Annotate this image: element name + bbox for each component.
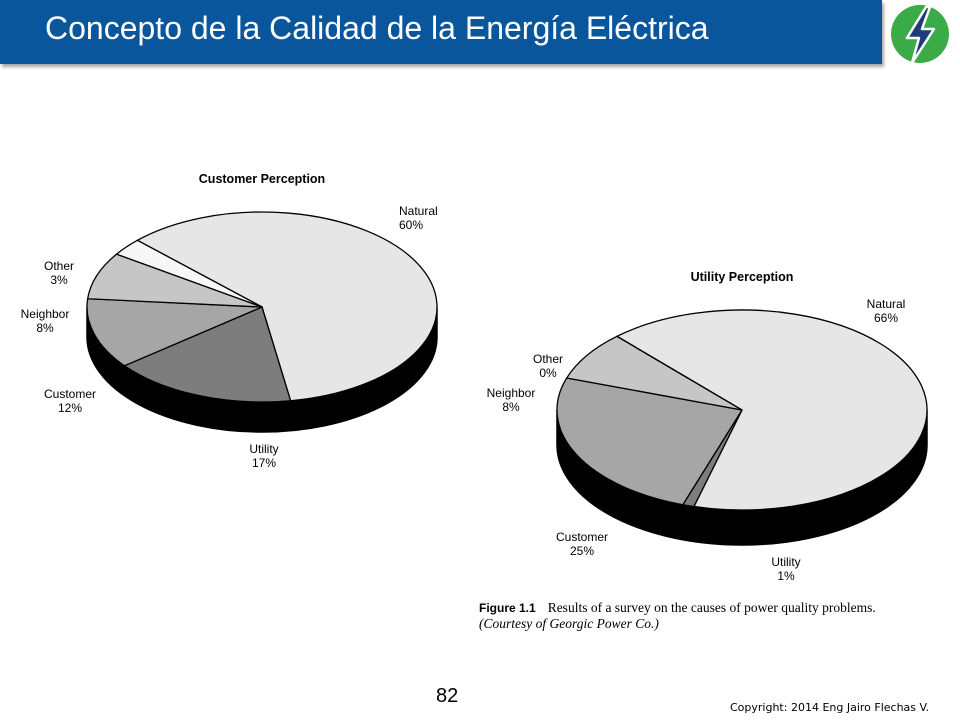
slice-label-natural: Natural xyxy=(867,297,906,311)
slice-value-customer: 25% xyxy=(570,544,594,558)
slice-label-customer: Customer xyxy=(556,530,608,544)
figure-courtesy: (Courtesy of Georgic Power Co.) xyxy=(479,616,659,631)
slice-value-utility: 1% xyxy=(777,569,795,583)
slice-label-utility: Utility xyxy=(249,442,278,456)
slice-label-neighbor: Neighbor xyxy=(487,386,536,400)
slice-value-other: 0% xyxy=(539,366,557,380)
figure-caption: Figure 1.1 Results of a survey on the cau… xyxy=(479,600,876,632)
page-number: 82 xyxy=(436,685,459,707)
slice-label-neighbor: Neighbor xyxy=(21,307,70,321)
slice-value-natural: 66% xyxy=(874,311,898,325)
slice-label-other: Other xyxy=(533,352,563,366)
pie-slice-neighbor xyxy=(566,335,743,411)
slice-label-other: Other xyxy=(44,259,74,273)
slice-value-customer: 12% xyxy=(58,401,82,415)
pie-slice-utility xyxy=(123,306,292,403)
slice-value-neighbor: 8% xyxy=(502,400,520,414)
slice-value-natural: 60% xyxy=(399,218,423,232)
slice-label-customer: Customer xyxy=(44,387,96,401)
slice-label-utility: Utility xyxy=(771,555,800,569)
pie-slice-customer xyxy=(556,377,743,506)
pie-slice-other xyxy=(115,239,263,308)
slice-label-natural: Natural xyxy=(399,204,438,218)
figure-caption-text: Results of a survey on the causes of pow… xyxy=(547,600,876,615)
chart-title: Customer Perception xyxy=(199,172,325,186)
slice-value-utility: 17% xyxy=(252,456,276,470)
lightning-bolt-icon xyxy=(891,5,949,65)
copyright-notice: Copyright: 2014 Eng Jairo Flechas V. xyxy=(730,701,930,714)
chart-title: Utility Perception xyxy=(691,270,794,284)
pie-slice-customer xyxy=(86,298,263,367)
slice-value-other: 3% xyxy=(50,273,68,287)
figure-label: Figure 1.1 xyxy=(479,601,536,615)
pie-slice-natural xyxy=(136,211,438,402)
pie-slice-other xyxy=(616,335,743,411)
slide-title: Concepto de la Calidad de la Energía Elé… xyxy=(45,10,709,46)
slice-value-neighbor: 8% xyxy=(36,321,54,335)
pie-slice-natural xyxy=(616,309,928,511)
title-bar: Concepto de la Calidad de la Energía Elé… xyxy=(0,0,882,64)
